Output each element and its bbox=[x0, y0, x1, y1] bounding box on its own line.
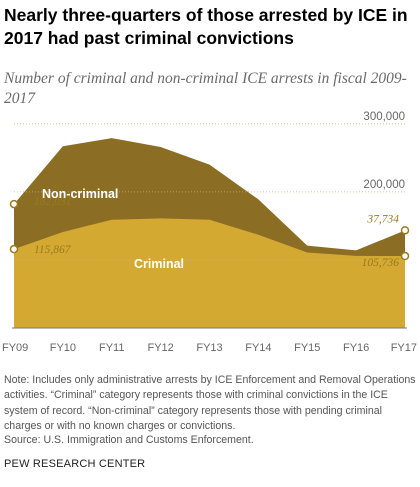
x-tick-label: FY13 bbox=[196, 342, 222, 354]
x-tick-label: FY10 bbox=[50, 342, 76, 354]
value-label: 115,867 bbox=[34, 244, 72, 256]
endpoint-marker bbox=[400, 226, 410, 235]
y-tick-label: 200,000 bbox=[363, 179, 405, 191]
chart-title: Nearly three-quarters of those arrested … bbox=[4, 5, 408, 48]
endpoint-marker bbox=[400, 251, 410, 261]
area-criminal bbox=[14, 218, 405, 328]
endpoint-marker bbox=[9, 199, 19, 209]
x-tick-label: FY14 bbox=[245, 342, 271, 354]
x-tick-label: FY11 bbox=[99, 342, 124, 354]
pew-credit: PEW RESEARCH CENTER bbox=[4, 458, 146, 470]
x-tick-label: FY12 bbox=[147, 342, 173, 354]
chart-note: Note: Includes only administrative arres… bbox=[4, 374, 416, 432]
chart-subtitle: Number of criminal and non-criminal ICE … bbox=[4, 70, 407, 107]
x-tick-label: FY17 bbox=[391, 342, 417, 354]
value-label: 37,734 bbox=[366, 213, 399, 225]
y-tick-label: 300,000 bbox=[363, 111, 405, 123]
value-label: 182,031 bbox=[34, 196, 71, 208]
chart-source: Source: U.S. Immigration and Customs Enf… bbox=[4, 434, 254, 446]
endpoint-marker bbox=[9, 244, 19, 254]
x-tick-label: FY15 bbox=[294, 342, 320, 354]
x-tick-label: FY09 bbox=[2, 342, 28, 354]
series-label-non-criminal: Non-criminal bbox=[42, 187, 118, 201]
value-label: 105,736 bbox=[362, 257, 400, 269]
x-tick-label: FY16 bbox=[343, 342, 369, 354]
series-label-criminal: Criminal bbox=[134, 257, 184, 271]
